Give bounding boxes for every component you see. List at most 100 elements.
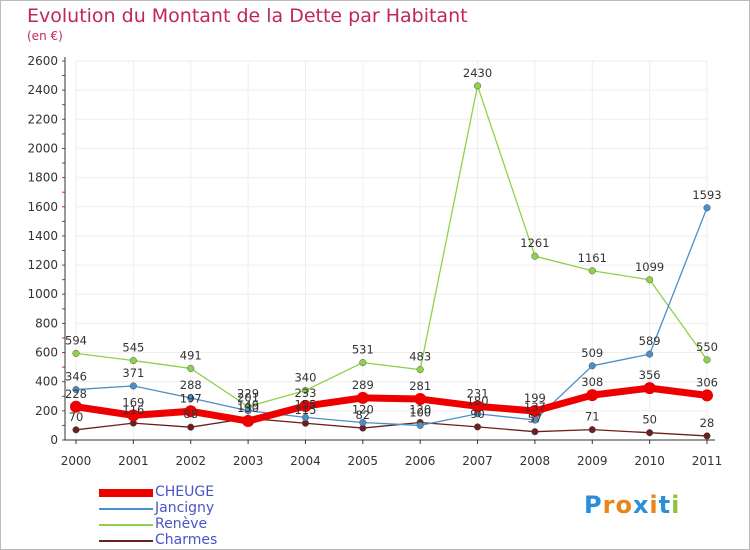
- data-point: [356, 391, 369, 404]
- data-label: 1099: [635, 260, 664, 274]
- x-tick-label: 2003: [233, 454, 264, 468]
- data-point: [703, 356, 711, 364]
- line-chart: 0 200 400 600 800 1000 1200 1400 1600 1800 2000 220…: [27, 54, 723, 468]
- data-label: 90: [470, 407, 485, 421]
- data-label: 197: [180, 391, 202, 405]
- data-point: [301, 386, 310, 394]
- data-point: [473, 82, 482, 90]
- legend-label: CHEUGE: [155, 484, 215, 500]
- x-tick-label: 2002: [175, 454, 206, 468]
- data-label: 589: [639, 334, 661, 348]
- data-point: [586, 389, 599, 402]
- data-label: 594: [65, 333, 87, 347]
- x-tick-label: 2000: [61, 454, 92, 468]
- data-label: 233: [294, 386, 316, 400]
- data-label: 306: [696, 375, 718, 389]
- data-point: [184, 405, 197, 418]
- legend-swatch: [99, 489, 153, 497]
- data-point: [70, 400, 82, 413]
- data-point: [244, 407, 252, 415]
- data-label: 201: [237, 391, 259, 405]
- x-tick-label: 2011: [692, 454, 723, 468]
- series-line-charmes: [75, 417, 708, 437]
- data-label: 180: [467, 394, 489, 408]
- data-label: 1593: [692, 188, 721, 202]
- data-label: 28: [700, 416, 715, 430]
- data-point: [242, 415, 255, 428]
- y-tick-label: 1800: [27, 171, 58, 185]
- data-label: 116: [122, 403, 144, 417]
- data-label: 149: [237, 398, 259, 412]
- data-point: [703, 432, 711, 440]
- data-label: 371: [122, 366, 144, 380]
- data-point: [646, 350, 654, 358]
- data-label: 545: [122, 341, 144, 355]
- data-point: [416, 366, 424, 374]
- x-tick-label: 2001: [118, 454, 149, 468]
- x-tick-label: 2010: [634, 454, 665, 468]
- data-label: 308: [581, 375, 603, 389]
- data-label: 169: [122, 395, 144, 409]
- data-point: [588, 426, 596, 434]
- x-tick-label: 2009: [577, 454, 608, 468]
- legend-swatch: [99, 524, 153, 526]
- data-label: 115: [294, 403, 316, 417]
- data-label: 100: [409, 405, 431, 419]
- y-tick-label: 1600: [27, 200, 58, 214]
- x-tick-label: 2008: [520, 454, 551, 468]
- y-tick-label: 2400: [27, 83, 58, 97]
- data-point: [588, 362, 596, 370]
- chart-subtitle: (en €): [27, 29, 63, 43]
- legend-swatch: [99, 508, 153, 510]
- data-point: [187, 364, 195, 372]
- data-label: 1261: [520, 236, 549, 250]
- y-tick-label: 2000: [27, 141, 58, 155]
- data-label: 509: [581, 346, 603, 360]
- y-tick-label: 800: [35, 316, 58, 330]
- data-point: [643, 382, 656, 395]
- data-label: 199: [524, 391, 546, 405]
- data-label: 137: [524, 400, 546, 414]
- data-point: [531, 252, 539, 260]
- data-label: 2430: [463, 66, 492, 80]
- data-point: [528, 404, 541, 417]
- x-tick-label: 2004: [290, 454, 321, 468]
- data-label: 281: [409, 379, 431, 393]
- y-tick-label: 1400: [27, 229, 58, 243]
- data-label: 130: [237, 401, 259, 415]
- data-label: 491: [180, 348, 202, 362]
- data-point: [588, 267, 596, 275]
- data-point: [299, 400, 312, 413]
- x-tick-label: 2005: [348, 454, 379, 468]
- y-tick-label: 200: [35, 404, 58, 418]
- y-tick-label: 2600: [27, 54, 58, 68]
- data-label: 70: [69, 410, 84, 424]
- y-tick-label: 600: [35, 346, 58, 360]
- data-point: [703, 204, 711, 212]
- data-label: 356: [639, 368, 661, 382]
- data-point: [301, 413, 310, 421]
- data-point: [127, 409, 140, 422]
- series-line-cheuge: [75, 384, 708, 425]
- data-label: 82: [355, 408, 370, 422]
- y-tick-label: 1000: [27, 287, 58, 301]
- x-tick-label: 2006: [405, 454, 436, 468]
- data-label: 120: [352, 403, 374, 417]
- data-point: [187, 394, 195, 402]
- data-point: [473, 423, 482, 431]
- data-point: [531, 428, 539, 436]
- data-label: 1161: [578, 251, 607, 265]
- data-label: 288: [180, 378, 202, 392]
- x-tick-label: 2007: [462, 454, 493, 468]
- data-label: 231: [467, 386, 489, 400]
- data-point: [701, 389, 713, 402]
- data-point: [359, 359, 367, 367]
- data-point: [646, 276, 654, 284]
- data-label: 50: [642, 413, 657, 427]
- data-point: [187, 423, 195, 431]
- data-point: [72, 426, 80, 434]
- data-label: 155: [294, 397, 316, 411]
- data-point: [129, 357, 137, 365]
- data-label: 483: [409, 350, 431, 364]
